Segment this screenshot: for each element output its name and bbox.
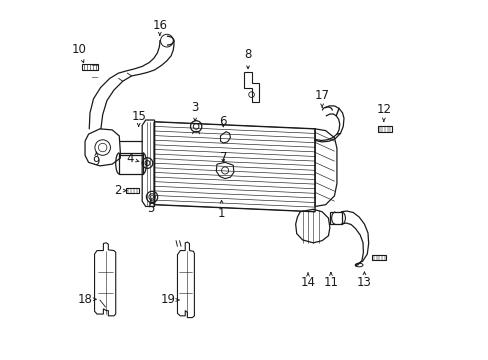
- Text: 7: 7: [219, 150, 226, 163]
- Text: 2: 2: [114, 184, 126, 197]
- Text: 13: 13: [356, 272, 371, 289]
- Text: 9: 9: [92, 152, 100, 168]
- Text: 16: 16: [152, 19, 167, 35]
- Text: 8: 8: [244, 48, 251, 69]
- Text: 5: 5: [147, 199, 154, 215]
- Text: 14: 14: [300, 273, 315, 289]
- Text: 1: 1: [217, 201, 225, 220]
- Text: 19: 19: [161, 293, 179, 306]
- Text: 6: 6: [219, 115, 226, 128]
- Text: 11: 11: [323, 273, 338, 289]
- Text: 15: 15: [131, 110, 146, 126]
- Text: 4: 4: [126, 152, 139, 165]
- Text: 3: 3: [191, 101, 199, 121]
- Text: 12: 12: [376, 103, 390, 122]
- Text: 18: 18: [78, 293, 96, 306]
- Text: 10: 10: [71, 43, 86, 63]
- Text: 17: 17: [314, 89, 329, 107]
